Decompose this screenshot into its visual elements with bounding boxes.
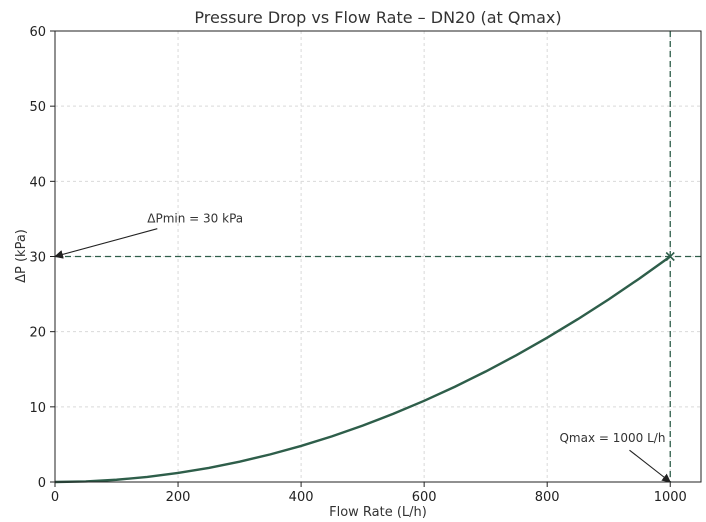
- series-layer: [54, 251, 675, 484]
- qmax-annotation-arrow: [629, 449, 671, 483]
- y-tick-label: 60: [29, 25, 46, 40]
- y-tick-label: 0: [38, 476, 46, 491]
- x-tick-label: 0: [51, 490, 59, 505]
- y-tick-label: 30: [29, 251, 46, 266]
- x-tick-label: 200: [166, 490, 191, 505]
- y-axis-label: ΔP (kPa): [14, 229, 29, 283]
- x-tick-label: 1000: [654, 490, 687, 505]
- x-tick-label: 400: [289, 490, 314, 505]
- annotations: ΔPmin = 30 kPa Qmax = 1000 L/h: [54, 212, 671, 483]
- y-tick-label: 20: [29, 326, 46, 341]
- x-tick-label: 800: [535, 490, 560, 505]
- ticks: 0 200 400 600 800 1000 0 10 20 30 40 50 60: [29, 25, 686, 505]
- y-tick-label: 40: [29, 175, 46, 190]
- dpmin-annotation-text: ΔPmin = 30 kPa: [147, 212, 243, 226]
- x-axis-label: Flow Rate (L/h): [329, 505, 427, 520]
- qmax-marker: [665, 251, 675, 262]
- dpmin-annotation-arrow: [54, 228, 158, 259]
- qmax-annotation-text: Qmax = 1000 L/h: [559, 431, 665, 445]
- chart-title: Pressure Drop vs Flow Rate – DN20 (at Qm…: [194, 8, 561, 27]
- series-line: [54, 255, 671, 484]
- y-tick-label: 10: [29, 401, 46, 416]
- x-tick-label: 600: [412, 490, 437, 505]
- y-tick-label: 50: [29, 100, 46, 115]
